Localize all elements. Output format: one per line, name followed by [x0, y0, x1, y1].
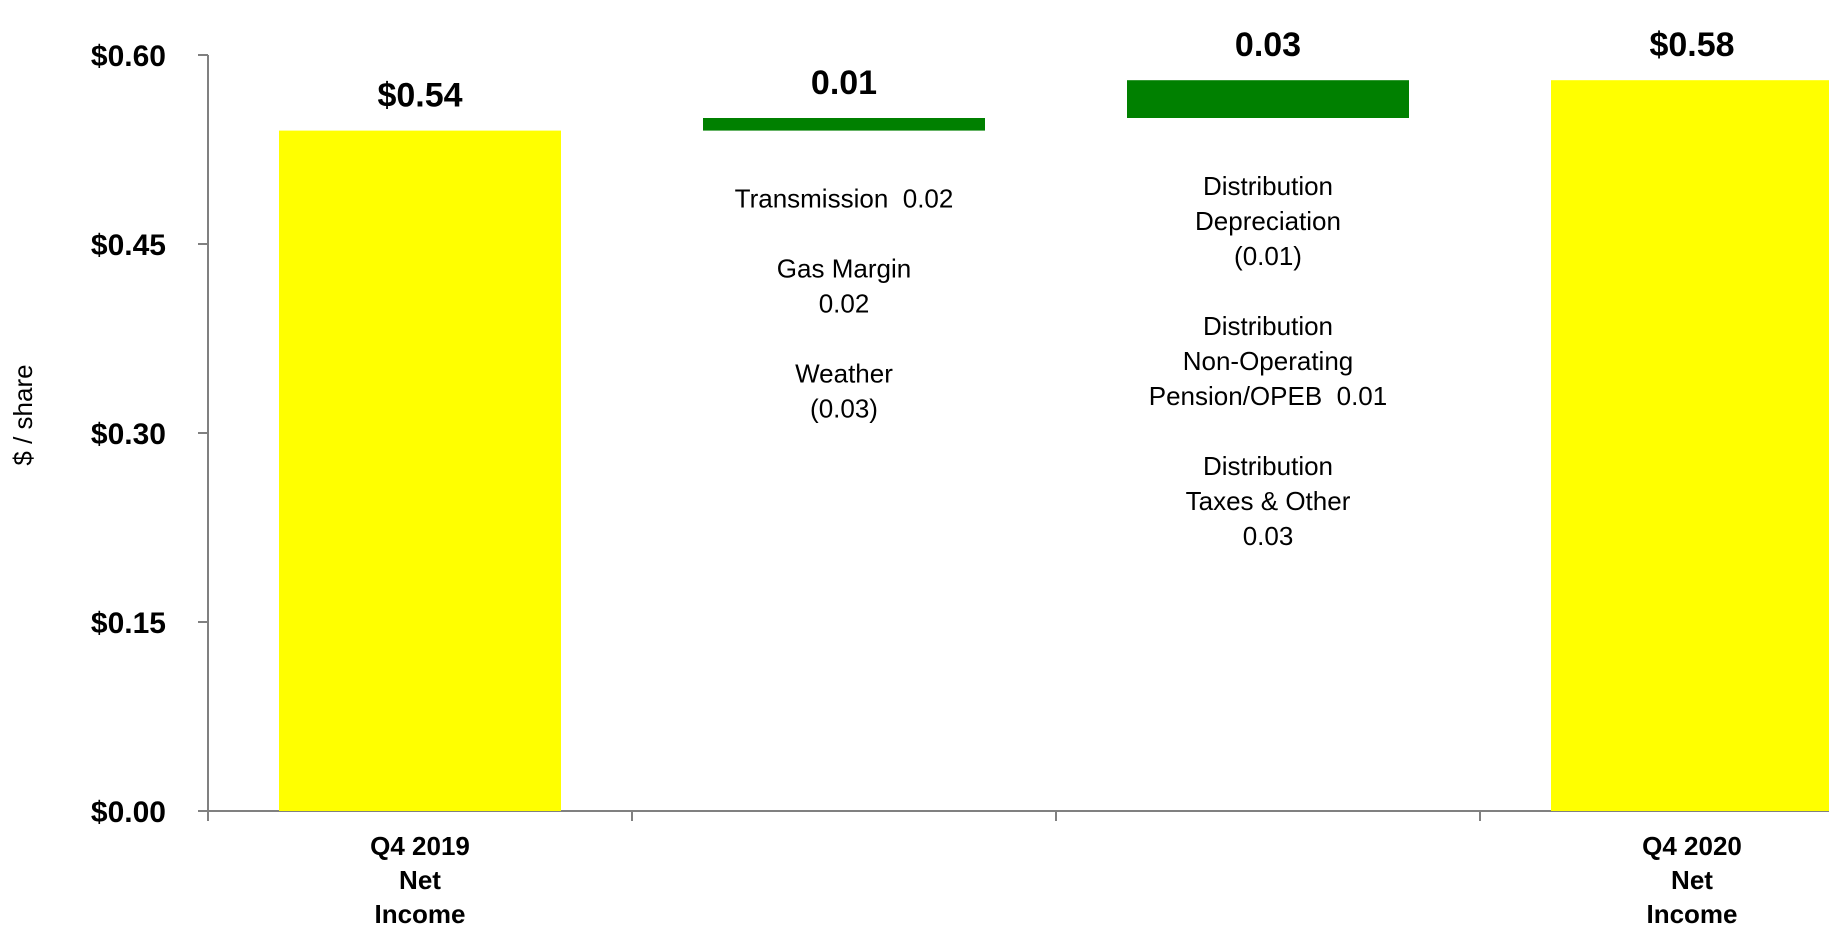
bar-labels: $0.54 0.01 0.03 $0.58 — [377, 26, 1734, 114]
annotation-label: 0.02 — [819, 289, 870, 319]
bar-increase — [1127, 80, 1409, 118]
y-axis-label: $ / share — [8, 364, 38, 465]
y-tick-label: $0.00 — [91, 796, 166, 829]
bar-total — [1551, 80, 1829, 811]
annotation-label: 0.03 — [1243, 521, 1294, 551]
annotation-label: Gas Margin — [777, 254, 911, 284]
annotation-label: Non-Operating — [1183, 346, 1354, 376]
annotation-label: Depreciation — [1195, 206, 1341, 236]
bar-increase — [703, 118, 985, 131]
y-tick-label: $0.15 — [91, 607, 166, 640]
category-label: Net — [1671, 865, 1713, 895]
x-axis: Q4 2019 Net Income Q4 2020 Net Income — [207, 810, 1829, 927]
y-tick-label: $0.60 — [91, 40, 166, 73]
annotation-label: Weather — [795, 359, 893, 389]
annotation-label: Distribution — [1203, 311, 1333, 341]
bars — [279, 80, 1829, 812]
bar-total — [279, 130, 561, 812]
category-label: Q4 2020 — [1642, 831, 1742, 861]
annotation-label: (0.03) — [810, 394, 878, 424]
y-axis: $0.00 $0.15 $0.30 $0.45 $0.60 — [91, 40, 209, 829]
annotation-label: Distribution — [1203, 451, 1333, 481]
bar-value-label: 0.01 — [811, 64, 877, 102]
annotation-label: (0.01) — [1234, 241, 1302, 271]
category-label: Income — [374, 899, 465, 927]
annotation-label: Distribution — [1203, 171, 1333, 201]
bar-value-label: 0.03 — [1235, 26, 1301, 64]
category-label: Q4 2019 — [370, 831, 470, 861]
annotation-label: Taxes & Other — [1186, 486, 1351, 516]
y-tick-label: $0.45 — [91, 229, 166, 262]
bar-value-label: $0.58 — [1649, 26, 1734, 64]
annotation-label: Pension/OPEB 0.01 — [1149, 381, 1387, 411]
annotation-label: Transmission 0.02 — [735, 184, 954, 214]
y-tick-label: $0.30 — [91, 418, 166, 451]
category-label: Net — [399, 865, 441, 895]
annotations: Transmission 0.02 Gas Margin 0.02 Weather (0… — [735, 171, 1388, 551]
bar-value-label: $0.54 — [377, 77, 462, 115]
category-label: Income — [1646, 899, 1737, 927]
